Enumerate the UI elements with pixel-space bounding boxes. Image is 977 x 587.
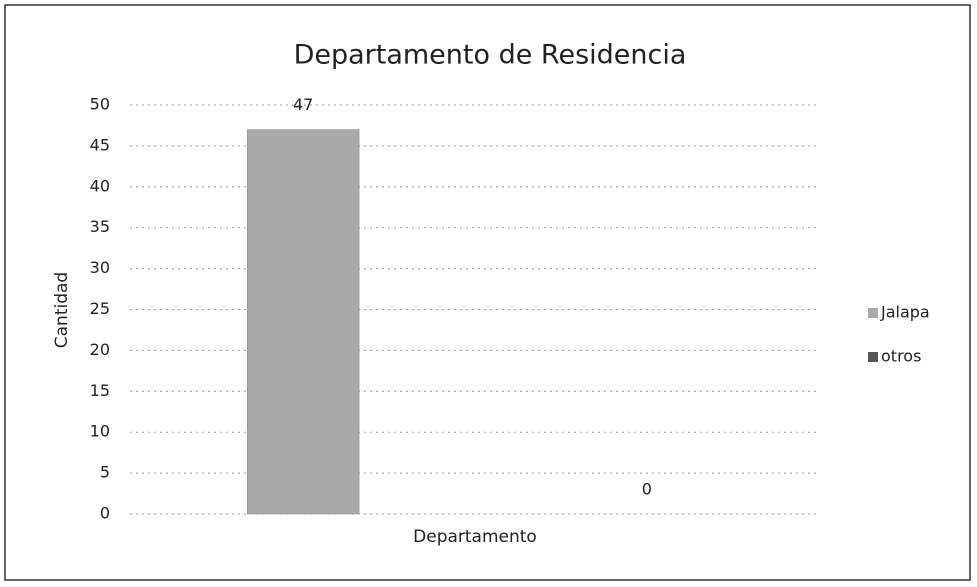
y-tick-label: 35 <box>90 217 110 236</box>
chart-frame <box>4 4 971 581</box>
x-axis-label: Departamento <box>413 527 537 547</box>
y-tick-label: 50 <box>90 95 110 114</box>
legend-swatch <box>868 308 878 318</box>
legend-label: Jalapa <box>880 303 930 322</box>
bar <box>247 129 360 515</box>
y-tick-label: 40 <box>90 176 110 195</box>
y-tick-label: 5 <box>100 463 110 482</box>
y-tick-label: 45 <box>90 135 110 154</box>
data-label: 0 <box>642 480 652 499</box>
y-tick-label: 20 <box>90 340 110 359</box>
y-tick-label: 0 <box>100 504 110 523</box>
y-tick-label: 10 <box>90 422 110 441</box>
y-tick-label: 15 <box>90 381 110 400</box>
y-axis-label: Cantidad <box>52 272 72 348</box>
data-label: 47 <box>293 95 313 114</box>
y-tick-label: 30 <box>90 258 110 277</box>
legend-swatch <box>868 352 878 362</box>
legend-label: otros <box>881 347 921 366</box>
chart-title: Departamento de Residencia <box>294 40 687 71</box>
y-tick-label: 25 <box>90 299 110 318</box>
